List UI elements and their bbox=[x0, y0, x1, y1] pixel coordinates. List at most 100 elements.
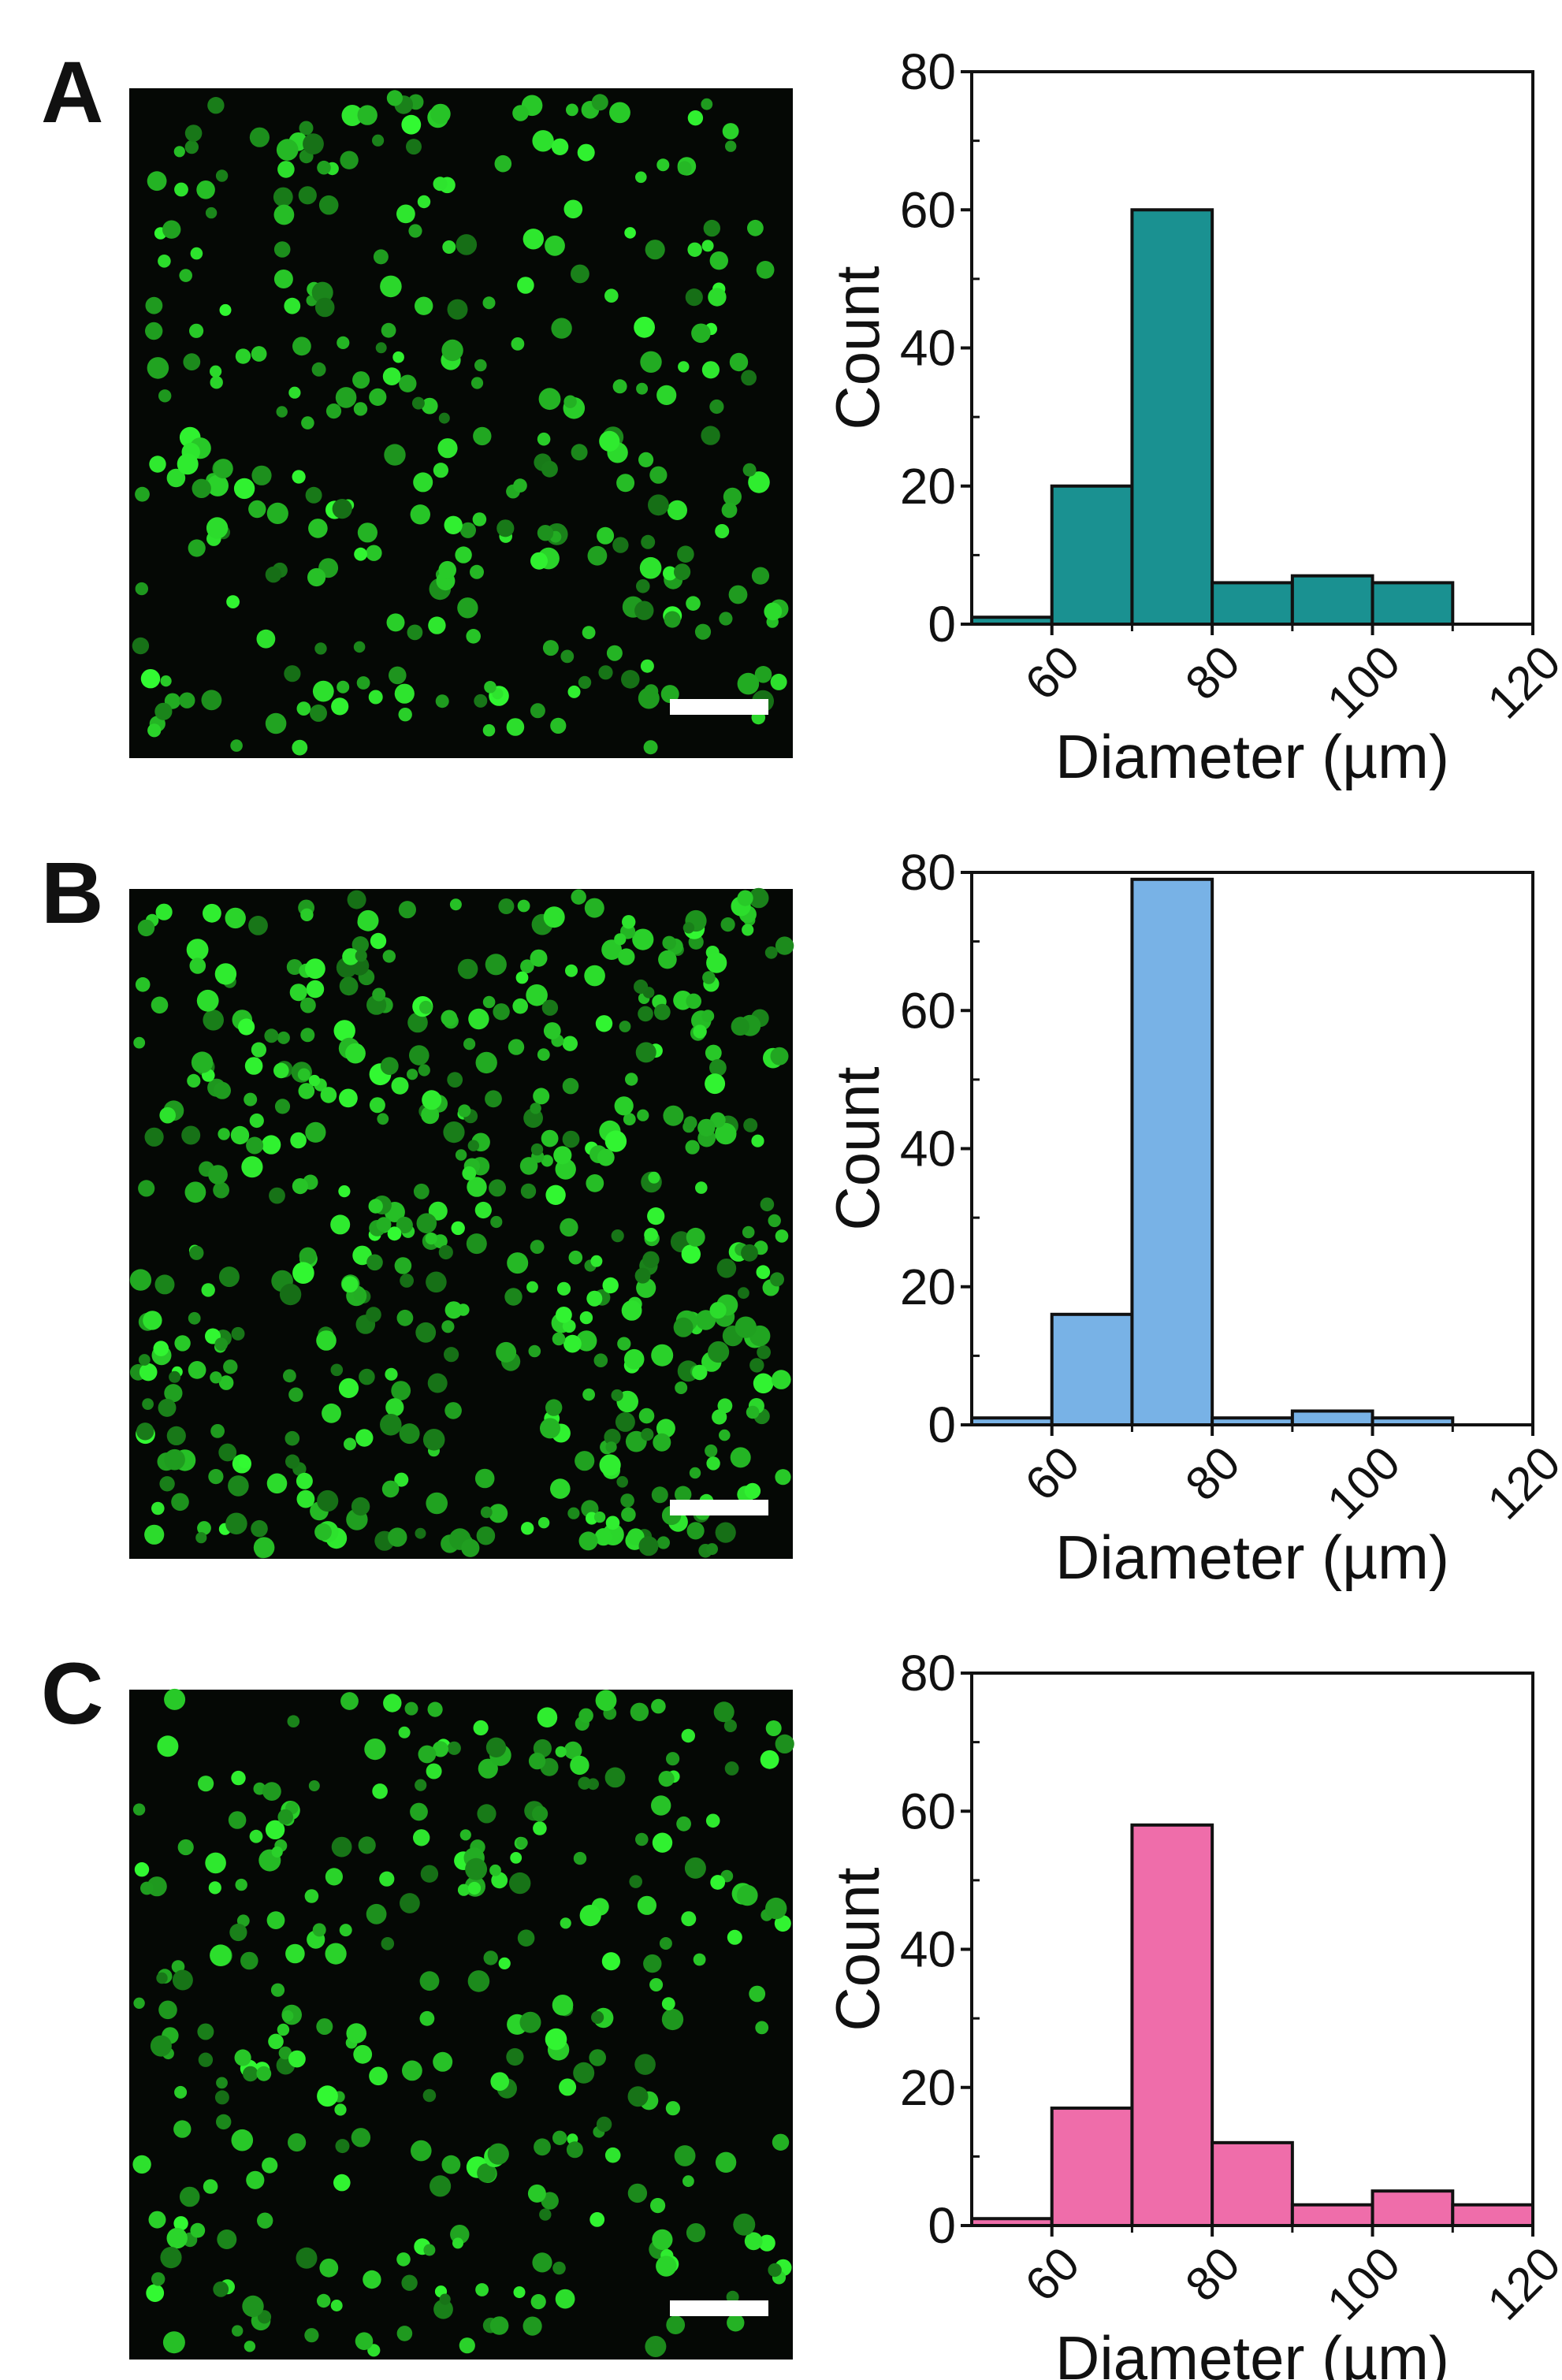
cell bbox=[765, 1897, 787, 1920]
cell bbox=[490, 1215, 503, 1229]
cell bbox=[177, 1839, 194, 1856]
cell bbox=[751, 567, 770, 585]
cell bbox=[191, 1051, 214, 1073]
cell bbox=[575, 1451, 595, 1471]
cell bbox=[338, 1378, 359, 1398]
x-axis-label: Diameter (µm) bbox=[1055, 1523, 1449, 1592]
cell bbox=[418, 1745, 437, 1764]
cell bbox=[625, 1073, 638, 1086]
cell bbox=[316, 2018, 333, 2035]
cell bbox=[251, 346, 267, 362]
cell bbox=[249, 1113, 264, 1129]
cell bbox=[166, 468, 186, 488]
cell bbox=[283, 1369, 296, 1383]
cell bbox=[271, 1846, 283, 1858]
cell bbox=[325, 1868, 343, 1886]
cell bbox=[398, 1726, 411, 1739]
cell bbox=[314, 642, 327, 655]
cell bbox=[203, 1010, 225, 1031]
cell bbox=[638, 452, 654, 468]
cell bbox=[140, 669, 161, 689]
cell bbox=[413, 472, 433, 493]
cell bbox=[521, 1522, 534, 1535]
cell bbox=[285, 1943, 305, 1964]
cell bbox=[636, 579, 650, 593]
cell bbox=[701, 98, 713, 110]
cell bbox=[578, 1531, 598, 1551]
cell bbox=[489, 1864, 501, 1876]
cell bbox=[578, 675, 592, 690]
cell bbox=[637, 1109, 649, 1121]
cell bbox=[768, 1214, 781, 1228]
cell bbox=[738, 1287, 749, 1300]
cell bbox=[550, 717, 567, 734]
cell bbox=[410, 1802, 428, 1821]
cell bbox=[485, 1090, 502, 1108]
cell bbox=[770, 1272, 784, 1287]
cell bbox=[728, 585, 748, 604]
cell bbox=[266, 502, 288, 525]
cell bbox=[312, 680, 334, 702]
cell bbox=[173, 2120, 192, 2138]
cell bbox=[129, 1269, 152, 1291]
cell bbox=[658, 950, 677, 969]
cell bbox=[292, 337, 311, 356]
cell bbox=[484, 681, 496, 694]
cell bbox=[775, 1229, 789, 1243]
histogram-bar bbox=[1370, 2189, 1455, 2227]
cell bbox=[154, 702, 173, 720]
cell bbox=[154, 1274, 175, 1295]
cell bbox=[634, 601, 654, 620]
x-tick-label: 60 bbox=[1015, 2237, 1090, 2311]
x-tick-label: 60 bbox=[1015, 635, 1090, 710]
cell bbox=[355, 1429, 374, 1447]
cell bbox=[297, 1068, 311, 1081]
cell bbox=[467, 1881, 482, 1895]
cell bbox=[551, 138, 569, 155]
cell bbox=[394, 1257, 412, 1274]
cell bbox=[467, 1970, 490, 1992]
cell bbox=[702, 971, 716, 984]
cell bbox=[158, 255, 171, 268]
cell bbox=[389, 666, 407, 685]
cell bbox=[519, 2011, 541, 2033]
cell bbox=[537, 1707, 558, 1727]
cell bbox=[623, 1113, 636, 1126]
cell bbox=[663, 566, 677, 581]
cell bbox=[441, 1320, 455, 1333]
cell bbox=[775, 1734, 794, 1753]
cell bbox=[137, 919, 155, 937]
cell bbox=[474, 1468, 495, 1489]
cell bbox=[661, 1997, 675, 2011]
cell bbox=[244, 2341, 256, 2352]
cell bbox=[775, 1469, 791, 1486]
histogram-bar bbox=[1370, 581, 1455, 626]
cell bbox=[635, 1042, 656, 1063]
cell bbox=[553, 1146, 572, 1165]
cell bbox=[563, 1334, 582, 1353]
cell bbox=[196, 989, 219, 1012]
cell bbox=[744, 2232, 763, 2251]
x-tick-label: 120 bbox=[1478, 2237, 1562, 2330]
cell bbox=[621, 1300, 642, 1321]
cell bbox=[551, 318, 572, 339]
cell bbox=[207, 97, 225, 114]
cell bbox=[468, 1008, 489, 1030]
cell bbox=[391, 1077, 409, 1095]
cell bbox=[487, 2143, 509, 2165]
cell bbox=[266, 1473, 288, 1494]
cell bbox=[261, 1135, 281, 1155]
cell bbox=[661, 2008, 684, 2031]
cell bbox=[682, 922, 695, 934]
cell bbox=[586, 1174, 604, 1192]
cell bbox=[251, 1519, 268, 1538]
cell bbox=[594, 1528, 612, 1546]
cell bbox=[273, 270, 293, 288]
cell bbox=[545, 2028, 567, 2051]
cell bbox=[604, 288, 619, 303]
cell bbox=[317, 1489, 339, 1512]
cell bbox=[359, 1368, 375, 1385]
cell bbox=[517, 899, 530, 913]
cell bbox=[353, 402, 368, 416]
